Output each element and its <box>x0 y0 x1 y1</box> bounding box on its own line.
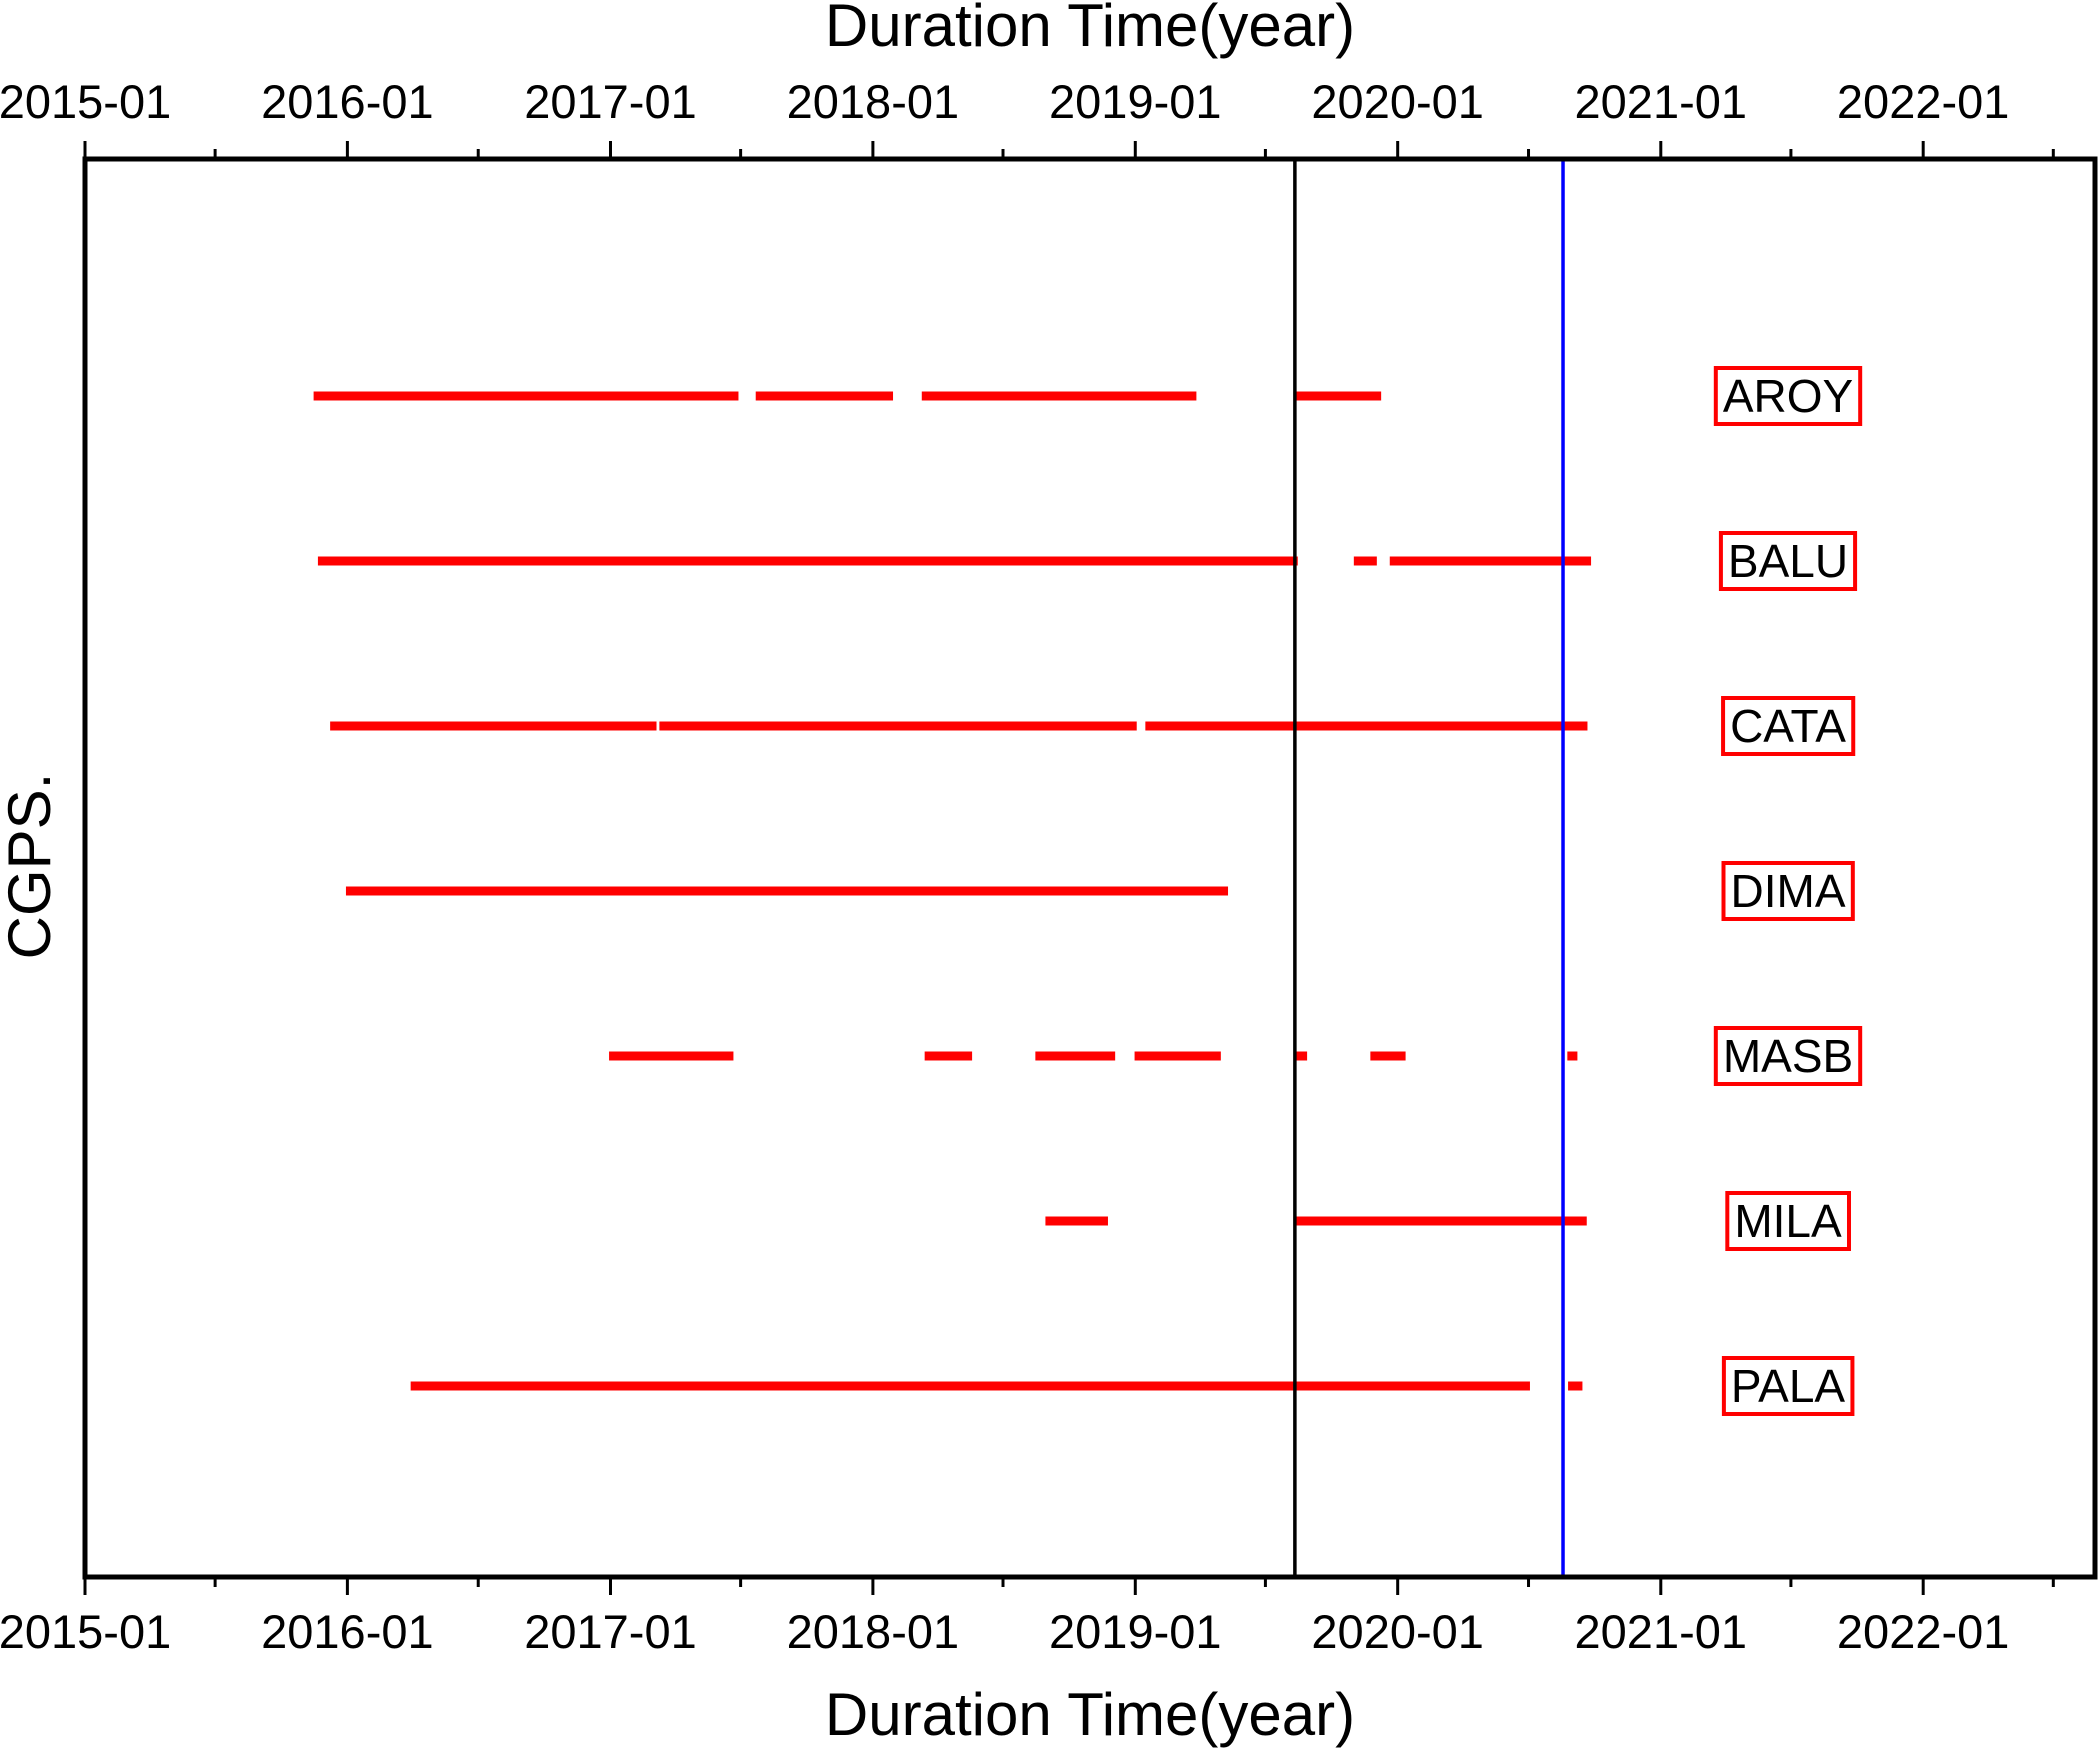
station-label-box <box>1713 1026 1863 1086</box>
x-tick-label-top: 2022-01 <box>1837 75 2010 128</box>
station-label-box <box>1721 1356 1855 1416</box>
station-label-cata: CATA <box>1721 696 1856 756</box>
x-tick-label-top: 2017-01 <box>524 75 697 128</box>
plot-frame <box>82 156 2098 1580</box>
x-tick-label: 2018-01 <box>787 1605 960 1658</box>
station-label-box <box>1713 366 1863 426</box>
station-label-text: MILA <box>1734 1195 1842 1247</box>
station-label-text: BALU <box>1728 535 1848 587</box>
station-label-box <box>1718 531 1858 591</box>
top-axis-title: Duration Time(year) <box>825 0 1355 59</box>
station-label-text: AROY <box>1723 370 1853 422</box>
x-tick-label-top: 2016-01 <box>261 75 434 128</box>
station-label-masb: MASB <box>1713 1026 1863 1086</box>
station-label-box <box>1721 861 1855 921</box>
station-label-text: CATA <box>1730 700 1846 752</box>
reference-lines <box>1293 159 1565 1577</box>
station-label-pala: PALA <box>1721 1356 1855 1416</box>
station-label-box <box>1725 1191 1851 1251</box>
station-labels: AROY BALU CATA DIMA MASB MILA PALA <box>1713 366 1863 1416</box>
x-tick-label: 2016-01 <box>261 1605 434 1658</box>
x-tick-label: 2021-01 <box>1575 1605 1748 1658</box>
x-tick-label-top: 2018-01 <box>787 75 960 128</box>
x-tick-label: 2020-01 <box>1311 1605 1484 1658</box>
bottom-axis-title: Duration Time(year) <box>825 1681 1355 1748</box>
x-tick-label-top: 2021-01 <box>1575 75 1748 128</box>
x-tick-label-top: 2019-01 <box>1049 75 1222 128</box>
data-segments <box>313 391 1592 1391</box>
station-label-text: PALA <box>1731 1360 1846 1412</box>
axis-ticks: 2015-01 2015-01 2016-01 2016-01 2017-01 2017-… <box>0 75 2055 1658</box>
station-label-text: MASB <box>1723 1030 1853 1082</box>
y-axis-title: CGPS. <box>0 773 63 960</box>
x-tick-label: 2017-01 <box>524 1605 697 1658</box>
station-label-box <box>1721 696 1856 756</box>
station-label-dima: DIMA <box>1721 861 1855 921</box>
station-label-mila: MILA <box>1725 1191 1851 1251</box>
x-tick-label: 2019-01 <box>1049 1605 1222 1658</box>
station-label-aroy: AROY <box>1713 366 1863 426</box>
station-label-balu: BALU <box>1718 531 1858 591</box>
x-tick-label-top: 2015-01 <box>0 75 171 128</box>
station-label-text: DIMA <box>1731 865 1846 917</box>
x-tick-label: 2015-01 <box>0 1605 171 1658</box>
x-tick-label-top: 2020-01 <box>1311 75 1484 128</box>
x-tick-label: 2022-01 <box>1837 1605 2010 1658</box>
